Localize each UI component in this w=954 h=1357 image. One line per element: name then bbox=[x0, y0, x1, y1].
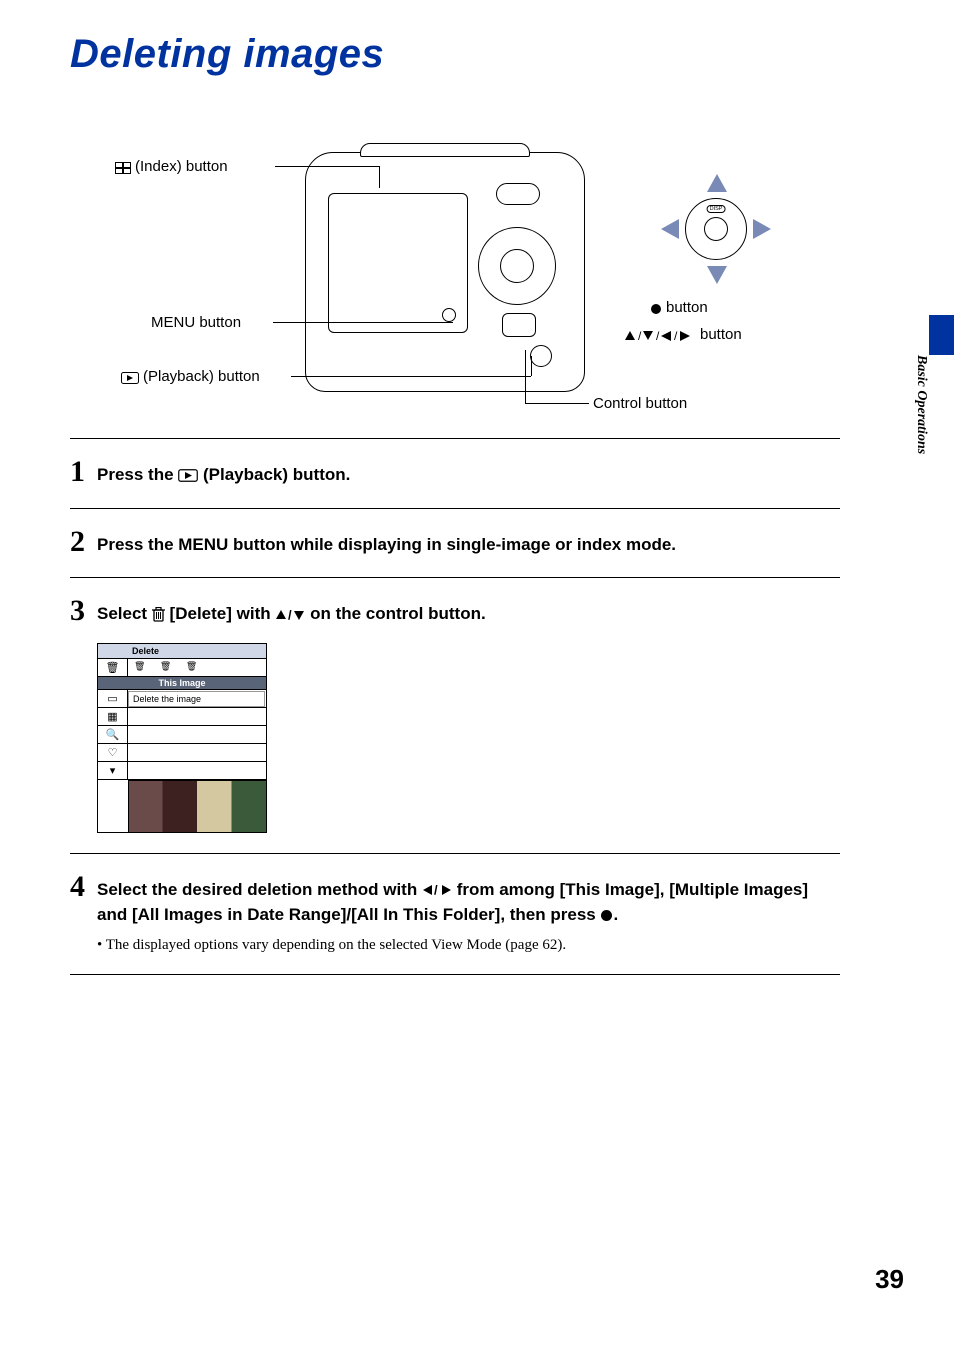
arrows-button-text: button bbox=[700, 326, 742, 343]
svg-text:/: / bbox=[638, 330, 642, 342]
step-text-part: (Playback) button. bbox=[203, 465, 350, 484]
step-number: 3 bbox=[70, 596, 85, 626]
screenshot-sidebar-icon: ▦ bbox=[98, 708, 128, 725]
left-arrow-icon bbox=[661, 219, 679, 239]
svg-text:/: / bbox=[656, 330, 660, 342]
playback-icon bbox=[121, 369, 139, 386]
svg-text:/: / bbox=[674, 330, 678, 342]
step-text: Select [Delete] with / on the control bu… bbox=[97, 602, 486, 627]
trash-icon bbox=[152, 604, 165, 623]
up-down-arrows-icon: / bbox=[275, 604, 305, 623]
control-button-label: Control button bbox=[593, 395, 687, 412]
step-3: 3 Select [Delete] with / on the control … bbox=[70, 578, 840, 853]
step-text: Select the desired deletion method with … bbox=[97, 878, 840, 927]
dpad-detail: DISP bbox=[605, 164, 825, 294]
index-button-text: (Index) button bbox=[135, 158, 228, 175]
menu-button-label: MENU button bbox=[151, 314, 241, 331]
step-text-part: on the control button. bbox=[310, 604, 486, 623]
step-text: Press the (Playback) button. bbox=[97, 463, 350, 488]
step-1: 1 Press the (Playback) button. bbox=[70, 439, 840, 508]
screenshot-sidebar-icon: 🗑 bbox=[98, 659, 128, 676]
step-number: 4 bbox=[70, 872, 85, 902]
playback-button-text: (Playback) button bbox=[143, 368, 260, 385]
arrows-button-label: / / / button bbox=[624, 326, 742, 344]
playback-button-label: (Playback) button bbox=[121, 368, 260, 386]
section-label: Basic Operations bbox=[909, 355, 929, 495]
page-title: Deleting images bbox=[70, 32, 384, 77]
center-button-label: button bbox=[650, 299, 708, 317]
screenshot-header: Delete bbox=[98, 644, 266, 659]
section-tab-marker bbox=[929, 315, 954, 355]
step-4: 4 Select the desired deletion method wit… bbox=[70, 854, 840, 974]
step-text-part: Press the bbox=[97, 465, 178, 484]
steps-list: 1 Press the (Playback) button. 2 Press t… bbox=[70, 438, 840, 975]
right-arrow-icon bbox=[753, 219, 771, 239]
screenshot-sidebar-icon: ▭ bbox=[98, 690, 128, 707]
step-2: 2 Press the MENU button while displaying… bbox=[70, 509, 840, 578]
step-note-text: The displayed options vary depending on … bbox=[106, 937, 566, 953]
step-number: 1 bbox=[70, 457, 85, 487]
step-number: 2 bbox=[70, 527, 85, 557]
step-text-part: Select bbox=[97, 604, 152, 623]
step-note: • The displayed options vary depending o… bbox=[97, 937, 840, 954]
screenshot-sidebar-icon: ▾ bbox=[98, 762, 128, 779]
screenshot-options-icons: 🗑 🗑 🗑 bbox=[128, 659, 266, 676]
arrows-combo-icon: / / / bbox=[624, 327, 696, 344]
screenshot-tooltip: Delete the image bbox=[128, 691, 265, 707]
divider bbox=[70, 974, 840, 975]
up-arrow-icon bbox=[707, 174, 727, 192]
step-text-part: . bbox=[613, 905, 618, 924]
camera-body bbox=[305, 152, 585, 392]
step-text: Press the MENU button while displaying i… bbox=[97, 533, 676, 558]
screenshot-sidebar-icon: ♡ bbox=[98, 744, 128, 761]
step-text-part: [Delete] with bbox=[170, 604, 276, 623]
step-text-part: Select the desired deletion method with bbox=[97, 880, 422, 899]
left-right-arrows-icon: / bbox=[422, 880, 452, 899]
menu-screenshot: Delete 🗑 🗑 🗑 🗑 This Image ▭ Delete the i… bbox=[97, 643, 267, 833]
page-number: 39 bbox=[875, 1264, 904, 1295]
svg-text:/: / bbox=[288, 609, 292, 621]
index-button-label: (Index) button bbox=[115, 158, 228, 176]
camera-diagram: DISP (Index) button MENU button (Playbac… bbox=[115, 150, 835, 430]
dot-icon bbox=[600, 905, 613, 924]
down-arrow-icon bbox=[707, 266, 727, 284]
dot-icon bbox=[650, 300, 662, 317]
index-icon bbox=[115, 159, 131, 176]
center-button-text: button bbox=[666, 299, 708, 316]
screenshot-highlight: This Image bbox=[98, 677, 266, 690]
screenshot-photo-preview bbox=[128, 780, 266, 832]
svg-text:/: / bbox=[434, 884, 438, 896]
screenshot-sidebar-icon: 🔍 bbox=[98, 726, 128, 743]
playback-icon bbox=[178, 465, 198, 484]
dpad-disp-label: DISP bbox=[707, 205, 726, 213]
